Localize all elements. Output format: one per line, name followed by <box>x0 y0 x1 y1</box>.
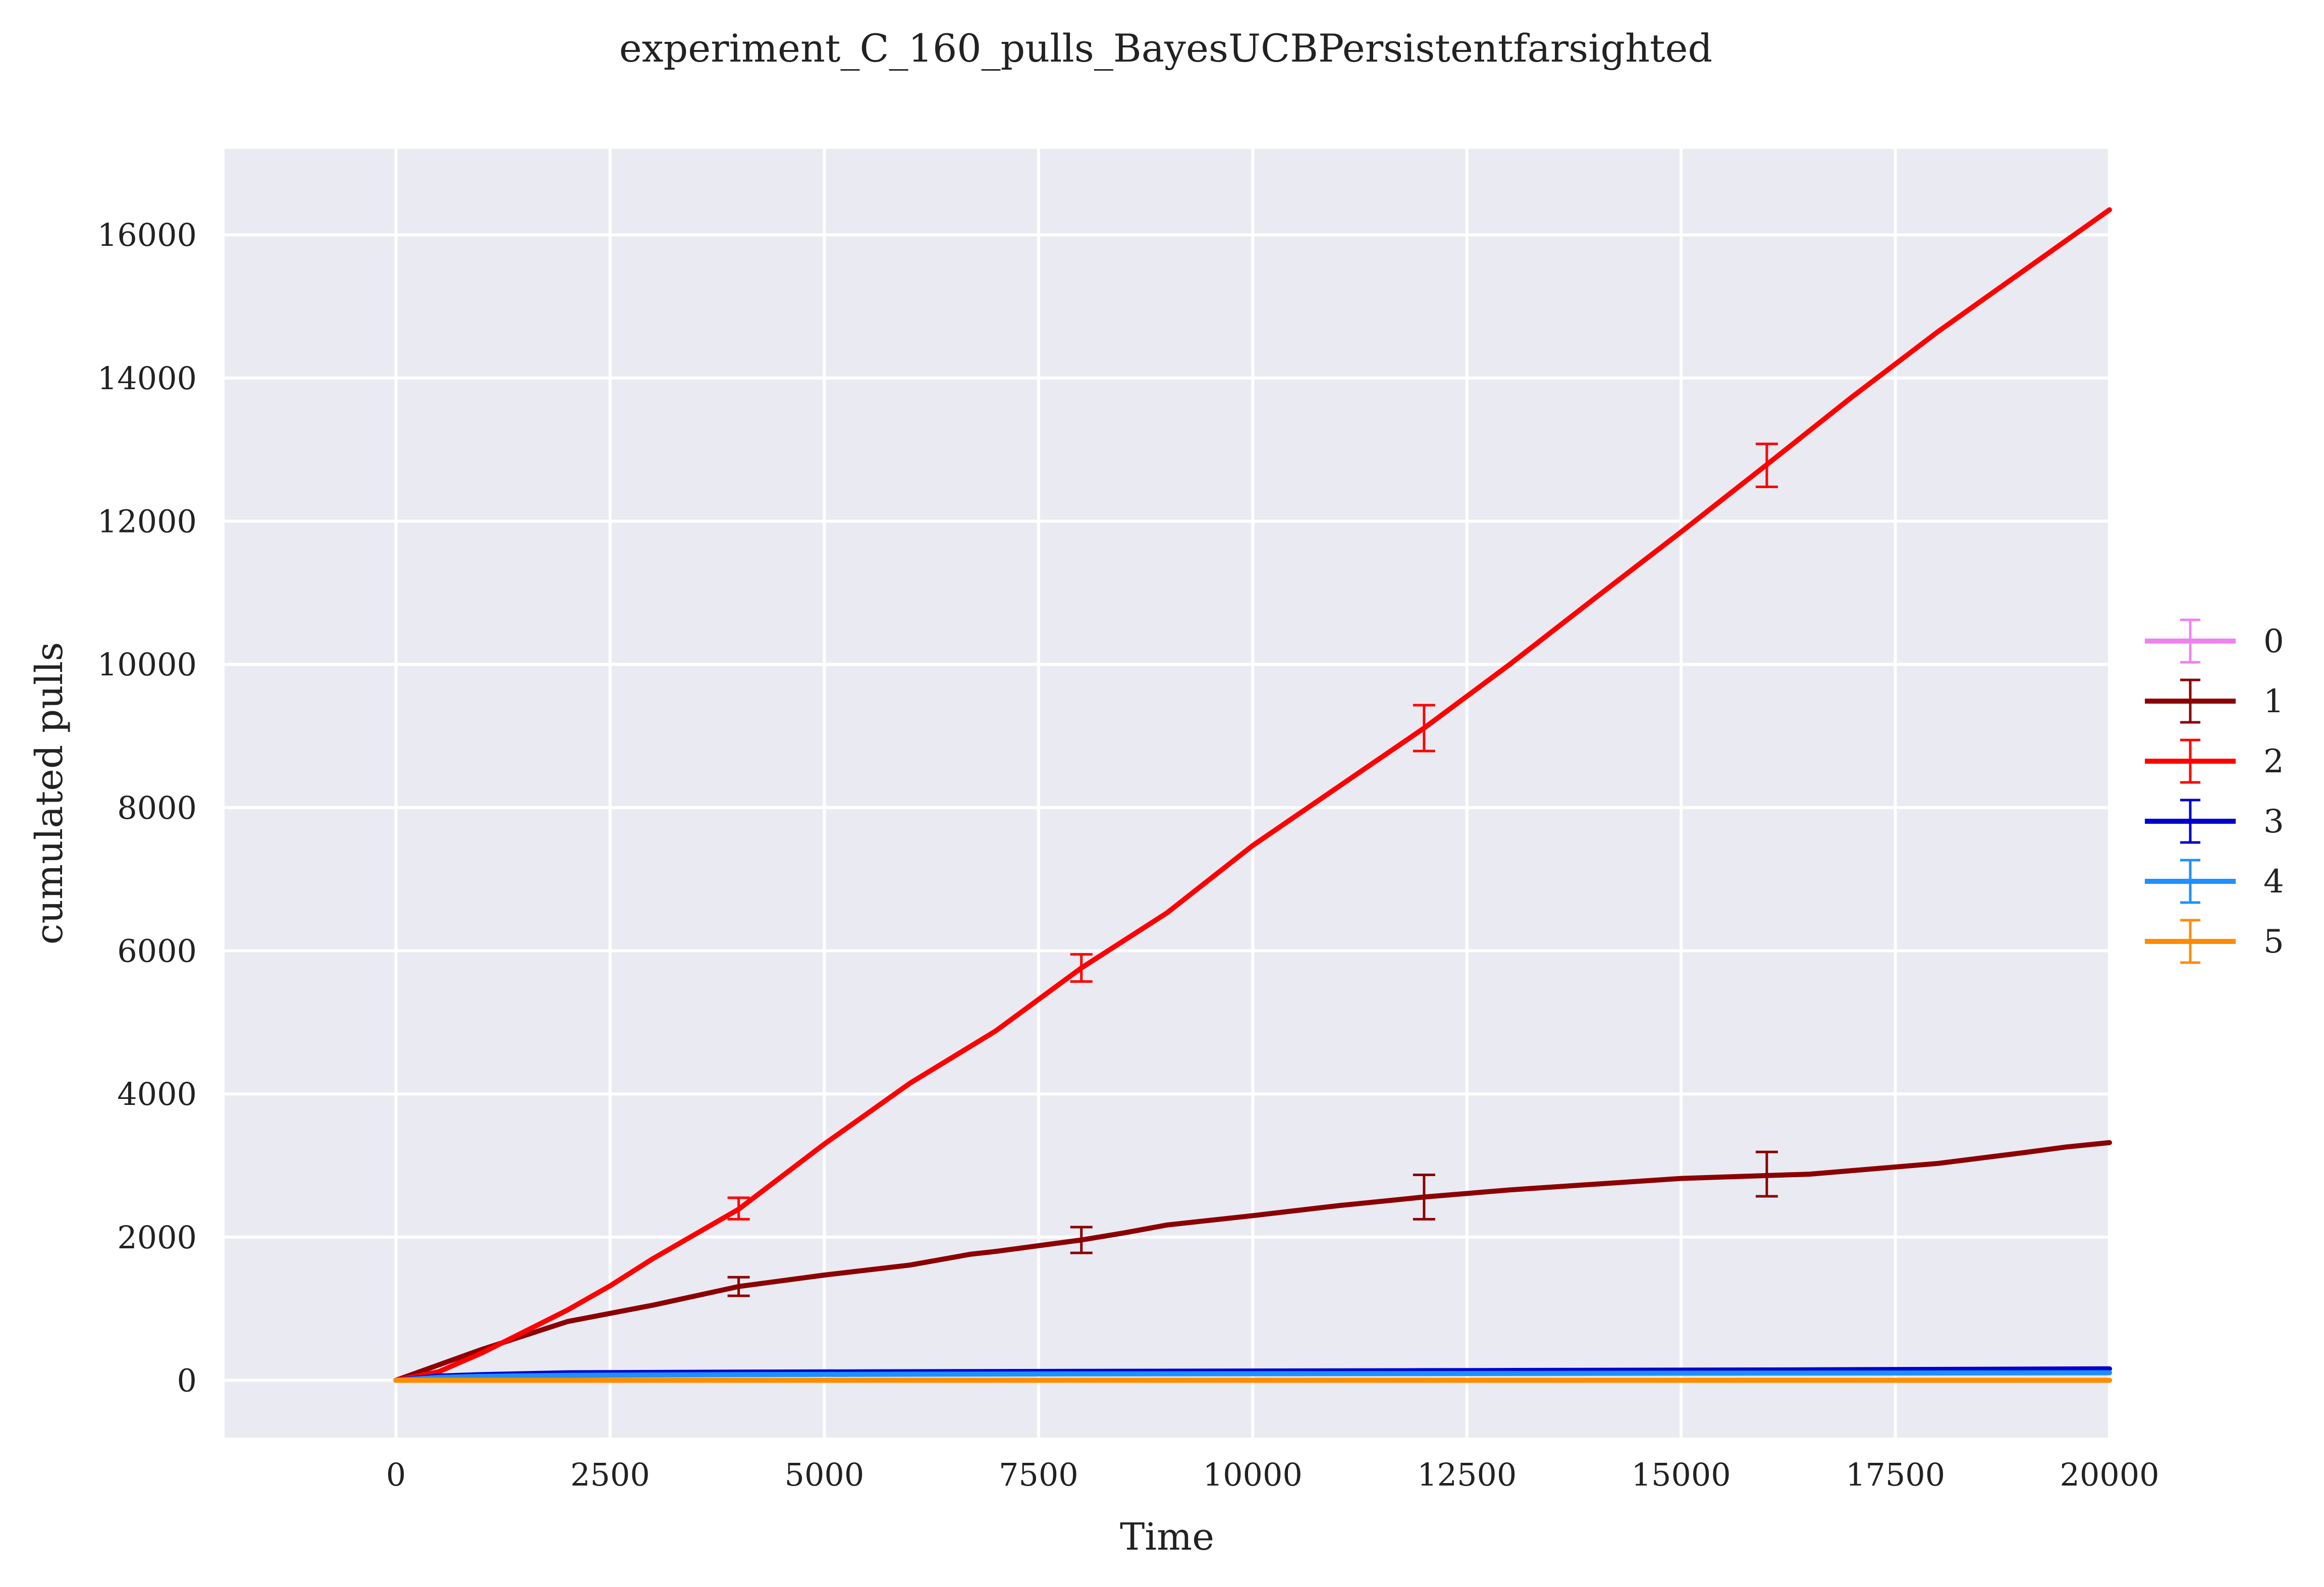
x-tick-label: 7500 <box>999 1456 1078 1493</box>
x-tick-label: 5000 <box>785 1456 864 1493</box>
x-tick-label: 17500 <box>1846 1456 1945 1493</box>
legend-label: 5 <box>2263 923 2284 961</box>
errorbar <box>727 1196 750 1221</box>
y-tick-label: 0 <box>177 1362 197 1399</box>
legend-label: 1 <box>2263 683 2284 720</box>
errorbar <box>1413 1173 1435 1221</box>
plot-area <box>225 149 2110 1438</box>
legend-item-3[interactable]: 3 <box>2145 799 2284 844</box>
y-tick-label: 4000 <box>117 1076 197 1113</box>
y-tick-label: 8000 <box>117 789 197 826</box>
y-axis-label: cumulated pulls <box>28 642 71 944</box>
legend[interactable]: 0 1 2 3 4 5 <box>2145 618 2284 964</box>
legend-label: 4 <box>2263 863 2284 901</box>
legend-item-2[interactable]: 2 <box>2145 738 2284 784</box>
errorbar <box>1755 1150 1778 1198</box>
y-tick-label: 16000 <box>97 217 197 253</box>
legend-label: 0 <box>2263 623 2284 660</box>
series-2 <box>393 207 2112 1383</box>
x-axis-ticks: 0 2500 5000 7500 10000 12500 15000 17500 20000 <box>386 1456 2159 1493</box>
x-tick-label: 10000 <box>1203 1456 1303 1493</box>
series-4 <box>393 1370 2112 1383</box>
errorbar <box>1070 1226 1093 1254</box>
x-tick-label: 20000 <box>2060 1456 2159 1493</box>
legend-label: 2 <box>2263 743 2284 780</box>
y-tick-label: 14000 <box>97 360 197 397</box>
errorbar <box>1413 704 1435 753</box>
x-tick-label: 15000 <box>1632 1456 1731 1493</box>
chart-title: experiment_C_160_pulls_BayesUCBPersisten… <box>619 26 1712 71</box>
y-tick-label: 2000 <box>117 1219 197 1256</box>
series-layer <box>393 207 2112 1383</box>
legend-item-1[interactable]: 1 <box>2145 678 2284 724</box>
errorbar <box>727 1276 750 1297</box>
y-tick-label: 12000 <box>97 503 197 540</box>
legend-label: 3 <box>2263 803 2284 840</box>
x-tick-label: 12500 <box>1417 1456 1517 1493</box>
legend-item-0[interactable]: 0 <box>2145 618 2284 664</box>
y-axis-ticks: 0 2000 4000 6000 8000 10000 12000 14000 16000 <box>97 217 197 1399</box>
y-tick-label: 6000 <box>117 933 197 970</box>
errorbar <box>1755 442 1778 488</box>
legend-item-4[interactable]: 4 <box>2145 859 2284 904</box>
legend-item-5[interactable]: 5 <box>2145 919 2284 964</box>
x-tick-label: 0 <box>386 1456 406 1493</box>
series-1 <box>393 1140 2112 1383</box>
grid-lines <box>225 149 2111 1438</box>
x-tick-label: 2500 <box>570 1456 650 1493</box>
y-tick-label: 10000 <box>97 646 197 683</box>
series-line <box>393 1370 2112 1383</box>
x-axis-label: Time <box>1120 1515 1214 1559</box>
errorbar <box>1070 953 1093 983</box>
series-line <box>393 207 2112 1383</box>
